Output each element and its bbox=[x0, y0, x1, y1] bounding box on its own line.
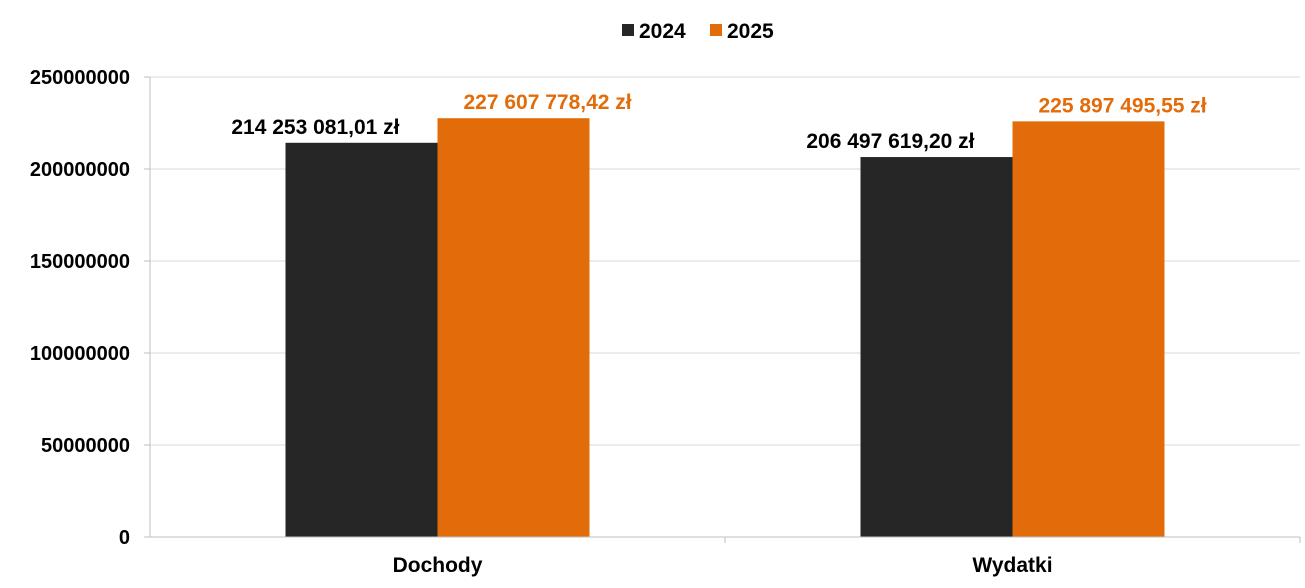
bar bbox=[1012, 121, 1165, 538]
y-tick-label: 250000000 bbox=[30, 67, 130, 89]
y-tick-label: 0 bbox=[119, 527, 130, 549]
bar bbox=[437, 118, 590, 537]
y-tick-label: 100000000 bbox=[30, 343, 130, 365]
legend-swatch bbox=[622, 24, 634, 36]
y-tick-label: 200000000 bbox=[30, 159, 130, 181]
x-category-label: Wydatki bbox=[972, 554, 1052, 577]
bars bbox=[285, 118, 1165, 538]
bar bbox=[860, 157, 1013, 538]
x-category-label: Dochody bbox=[393, 554, 483, 577]
data-label: 225 897 495,55 zł bbox=[1039, 94, 1207, 117]
y-tick-label: 50000000 bbox=[41, 435, 130, 457]
legend: 2024 2025 bbox=[622, 20, 774, 43]
legend-label: 2025 bbox=[727, 20, 774, 43]
data-label: 214 253 081,01 zł bbox=[231, 116, 399, 139]
legend-swatch bbox=[710, 24, 722, 36]
bar bbox=[285, 142, 438, 537]
y-tick-label: 150000000 bbox=[30, 251, 130, 273]
y-axis: 0 50000000 100000000 150000000 200000000 2500… bbox=[30, 67, 151, 549]
legend-label: 2024 bbox=[639, 20, 686, 43]
data-label: 206 497 619,20 zł bbox=[806, 130, 974, 153]
data-label: 227 607 778,42 zł bbox=[464, 91, 632, 114]
data-labels: 214 253 081,01 zł 227 607 778,42 zł 206 49… bbox=[231, 91, 1206, 153]
x-axis: Dochody Wydatki bbox=[144, 536, 1301, 577]
